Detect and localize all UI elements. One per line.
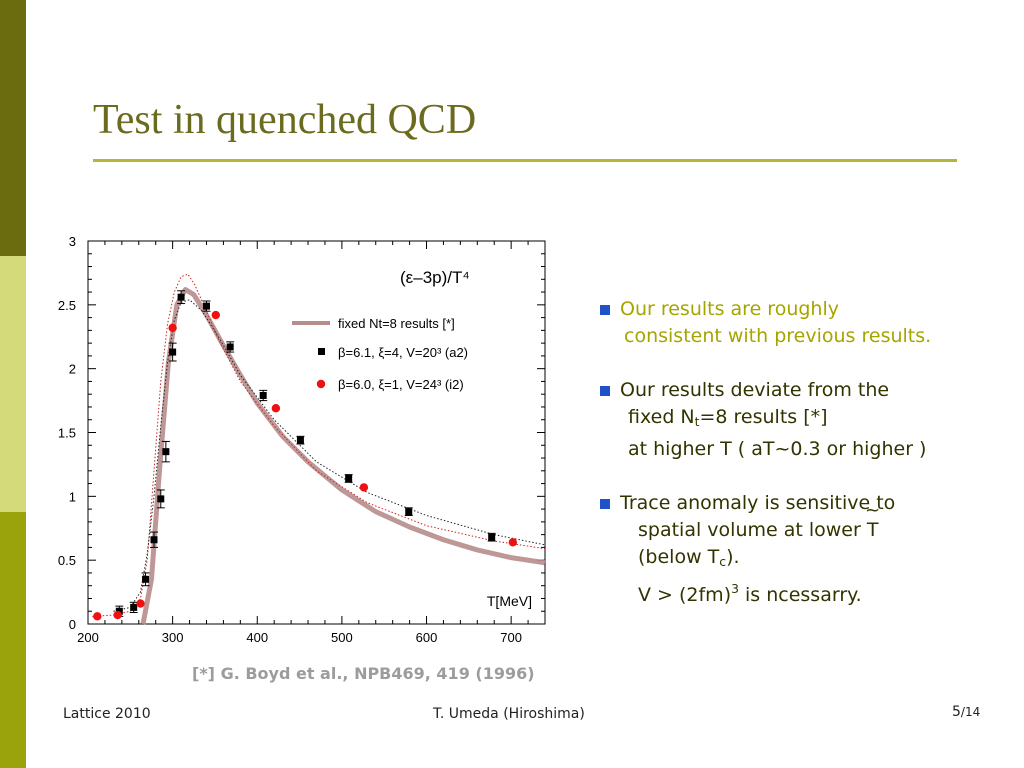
footer-author: T. Umeda (Hiroshima) [433,706,585,722]
side-bar-light [0,256,26,512]
slide-title: Test in quenched QCD [93,97,477,143]
dotted-fit-line-2 [113,299,546,612]
circle-data-point [136,599,145,608]
square-data-point [296,436,304,444]
y-tick-label: 1.5 [58,426,76,441]
bullet-2-line-3: at higher T ( aT~0.3 or higher ) [628,438,927,460]
side-bar-dark [0,0,26,256]
x-tick-label: 500 [331,630,353,645]
x-tick-label: 200 [77,630,99,645]
bullet-1-line-1: Our results are roughly [620,298,839,320]
y-tick-label: 0.5 [58,553,76,568]
square-data-point [405,508,413,516]
square-data-point [345,474,353,482]
square-data-point [150,536,158,544]
square-data-point [488,533,496,541]
legend-label-a2: β=6.1, ξ=4, V=20³ (a2) [338,345,468,360]
circle-data-point [211,310,220,320]
bullet-square-icon [600,305,610,315]
bullet-3-line-4: V > (2fm)3 is ncessarry. [638,582,862,606]
square-data-point [226,343,234,351]
x-tick-label: 700 [500,630,522,645]
trace-anomaly-chart: 200 300 400 500 600 700 0 0.5 1 1.5 2 2.5 3 (ε–3p)/T⁴… [58,234,546,645]
reference-citation: [*] G. Boyd et al., NPB469, 419 (1996) [192,664,535,683]
x-tick-label: 400 [246,630,268,645]
bullet-3-line-3: (below Tc). [638,546,740,569]
band-curve-fixed-nt8 [140,287,546,625]
square-data-point [162,448,170,456]
tilde-mark: ~ [865,500,881,521]
bullet-square-icon [600,386,610,396]
y-tick-label: 0 [69,617,76,632]
bullet-list: Our results are roughly consistent with … [598,296,1018,636]
bullet-3-line-1: Trace anomaly is sensitive to [620,492,896,514]
legend-label-i2: β=6.0, ξ=1, V=24³ (i2) [338,377,464,392]
bullet-3-line-2: spatial volume at lower T [638,519,879,541]
circle-data-point [271,404,281,413]
square-data-point [259,391,267,399]
y-tick-label: 1 [69,489,76,504]
circle-data-point [113,610,122,620]
circle-data-point [359,483,369,492]
circle-data-point [168,323,177,333]
chart-title: (ε–3p)/T⁴ [400,268,470,287]
circle-data-point [508,538,518,547]
page-current: 5 [952,704,961,720]
x-tick-label: 300 [162,630,184,645]
bullet-1-line-2: consistent with previous results. [624,325,932,347]
bullet-item-2: Our results deviate from the fixed Nt=8 … [598,377,1018,463]
square-data-point [142,575,150,583]
y-tick-label: 2 [69,362,76,377]
footer-conference: Lattice 2010 [63,706,151,722]
x-tick-label: 600 [416,630,438,645]
square-data-point [177,293,185,301]
x-axis-label: T[MeV] [487,593,532,609]
footer-page-number: 5/14 [952,704,980,720]
square-data-point [130,603,138,611]
title-underline [93,159,957,162]
side-bar-mid [0,512,26,768]
circle-data-point [93,612,102,621]
square-data-point [157,495,165,503]
bullet-2-line-1: Our results deviate from the [620,379,890,401]
bullet-square-icon [600,499,610,509]
page-total: /14 [960,705,981,719]
square-data-point [202,302,210,310]
legend-circle-marker [316,379,326,389]
bullet-item-3: ~ Trace anomaly is sensitive to spatial … [598,490,1018,609]
y-tick-label: 3 [69,234,76,249]
square-data-point [169,348,177,356]
y-tick-label: 2.5 [58,298,76,313]
bullet-item-1: Our results are roughly consistent with … [598,296,1018,350]
legend-label-fixed-nt8: fixed Nt=8 results [*] [338,316,455,331]
bullet-2-line-2: fixed Nt=8 results [*] [628,406,828,429]
legend-square-marker [318,348,325,355]
